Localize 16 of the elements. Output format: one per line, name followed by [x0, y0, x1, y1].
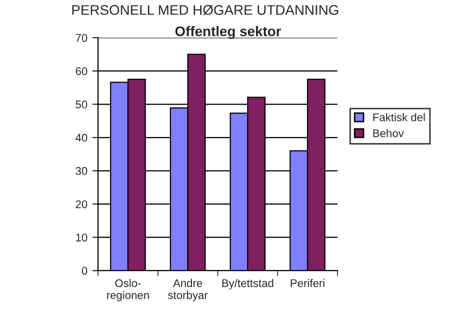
chart-subtitle: Offentleg sektor: [175, 26, 282, 40]
y-tick-label: 60: [76, 67, 88, 76]
x-tick-label: By/tettstad: [222, 278, 274, 290]
x-tick-label: Periferi: [290, 278, 324, 288]
y-tick-label: 70: [76, 34, 88, 42]
y-tick-label: 40: [76, 134, 88, 142]
y-tick-label: 0: [82, 266, 88, 275]
y-tick-label: 20: [76, 200, 88, 208]
y-tick-label: 50: [76, 100, 88, 108]
legend-label: Behov: [373, 129, 404, 138]
x-tick-label: Oslo- regionen: [107, 278, 149, 302]
y-tick-label: 30: [76, 167, 88, 175]
y-tick-label: 10: [76, 234, 88, 242]
legend-label: Faktisk del: [373, 113, 425, 122]
x-tick-label: Andre storbyar: [168, 278, 208, 302]
chart-title: PERSONELL MED HØGARE UTDANNING: [72, 4, 338, 16]
